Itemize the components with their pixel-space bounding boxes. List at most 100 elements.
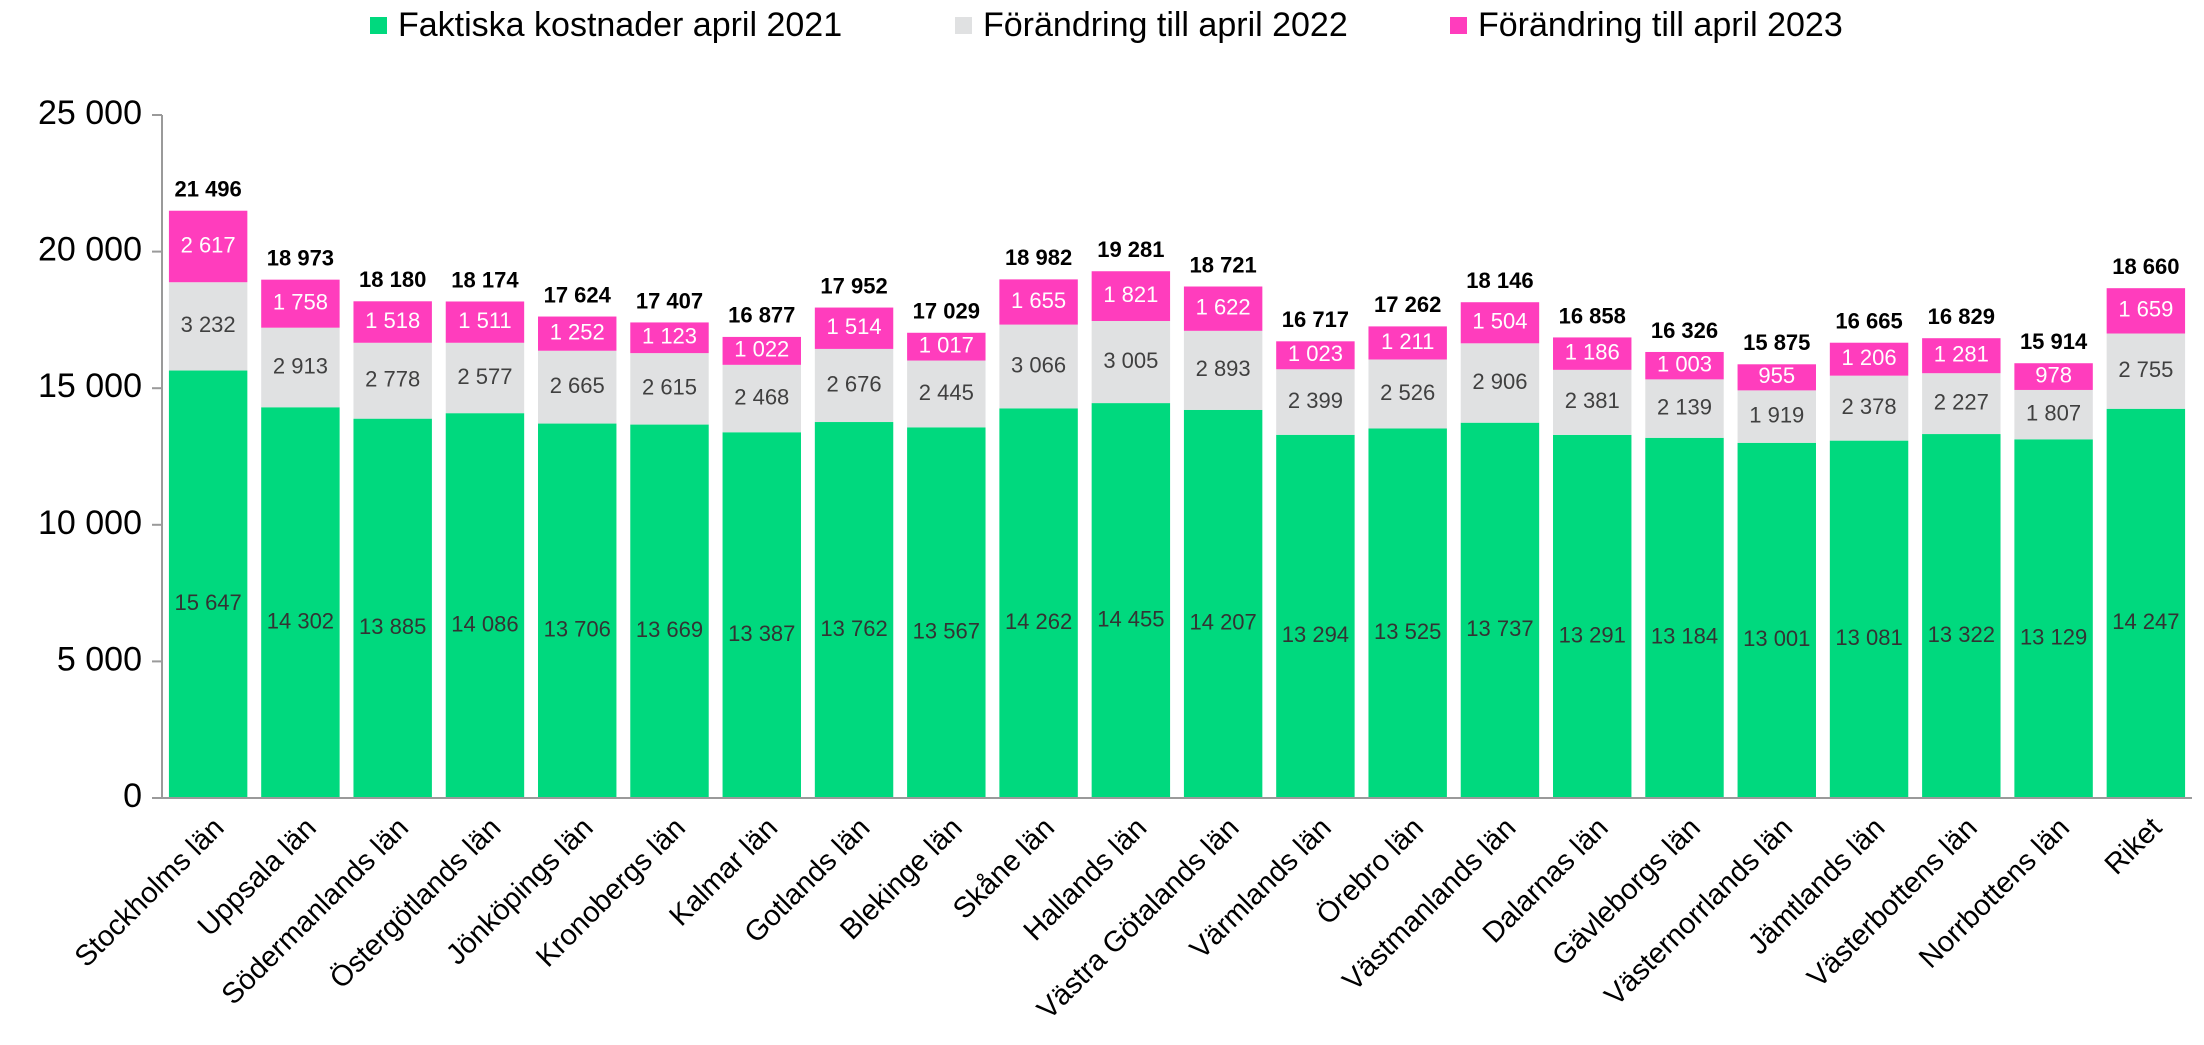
data-label: 14 262 xyxy=(1005,609,1072,634)
total-label: 17 624 xyxy=(544,282,612,307)
data-label: 1 919 xyxy=(1749,402,1804,427)
bar-segment xyxy=(1368,359,1447,429)
data-label: 2 378 xyxy=(1842,394,1897,419)
bar-segment xyxy=(1737,390,1816,443)
y-tick-label: 20 000 xyxy=(38,231,142,269)
data-label: 13 669 xyxy=(636,617,703,642)
data-label: 1 659 xyxy=(2118,297,2173,322)
data-label: 13 081 xyxy=(1835,625,1902,650)
data-label: 1 123 xyxy=(642,324,697,349)
data-label: 14 455 xyxy=(1097,606,1164,631)
data-label: 1 186 xyxy=(1565,339,1620,364)
data-label: 1 514 xyxy=(827,314,882,339)
bar-segment xyxy=(2106,288,2186,334)
legend-label: Faktiska kostnader april 2021 xyxy=(398,6,842,44)
data-label: 1 504 xyxy=(1472,309,1527,334)
bar-segment xyxy=(814,348,894,423)
bar-segment xyxy=(1922,373,2001,435)
legend-swatch xyxy=(955,17,972,34)
data-label: 1 807 xyxy=(2026,400,2081,425)
data-label: 955 xyxy=(1758,363,1795,388)
data-label: 2 139 xyxy=(1657,394,1712,419)
bar-segment xyxy=(538,423,617,798)
total-label: 17 029 xyxy=(913,299,980,324)
bar-segment xyxy=(1645,437,1724,798)
bar-segment xyxy=(814,422,894,798)
bar-segment xyxy=(261,327,340,408)
bar-segment xyxy=(2014,439,2093,798)
total-label: 17 407 xyxy=(636,288,703,313)
bar-segment xyxy=(1460,302,1540,344)
total-label: 15 914 xyxy=(2020,329,2088,354)
bar-segment xyxy=(722,432,801,798)
data-label: 978 xyxy=(2035,362,2072,387)
total-label: 19 281 xyxy=(1097,237,1164,262)
data-label: 2 617 xyxy=(181,232,236,257)
bar-segment xyxy=(2106,408,2186,798)
bar-segment xyxy=(1276,341,1355,370)
total-label: 18 180 xyxy=(359,267,426,292)
bar-segment xyxy=(1737,364,1816,391)
x-tick-label: Östergötlands län xyxy=(324,812,507,995)
bar-segment xyxy=(2014,389,2093,440)
data-label: 1 281 xyxy=(1934,342,1989,367)
legend-swatch xyxy=(370,17,387,34)
data-label: 13 567 xyxy=(913,618,980,643)
bar-segment xyxy=(630,322,709,354)
y-tick-label: 15 000 xyxy=(38,367,142,405)
data-label: 13 737 xyxy=(1466,616,1533,641)
data-label: 1 821 xyxy=(1103,282,1158,307)
total-label: 15 875 xyxy=(1743,330,1810,355)
bar-segment xyxy=(1553,369,1632,435)
data-label: 2 399 xyxy=(1288,388,1343,413)
data-label: 2 615 xyxy=(642,375,697,400)
data-label: 2 665 xyxy=(550,373,605,398)
bar-segment xyxy=(445,301,525,343)
data-label: 1 022 xyxy=(734,337,789,362)
legend-label: Förändring till april 2022 xyxy=(983,6,1348,44)
bar-segment xyxy=(1829,342,1909,376)
data-label: 1 622 xyxy=(1196,294,1251,319)
bar-segment xyxy=(1922,338,2001,374)
bar-segment xyxy=(630,353,709,425)
bar-segment xyxy=(722,336,801,365)
data-label: 13 129 xyxy=(2020,624,2087,649)
total-label: 16 858 xyxy=(1559,303,1626,328)
bar-segment xyxy=(1276,369,1355,435)
total-label: 18 982 xyxy=(1005,245,1072,270)
data-label: 2 227 xyxy=(1934,389,1989,414)
data-label: 13 387 xyxy=(728,621,795,646)
bar-segment xyxy=(1922,434,2001,798)
y-tick-label: 25 000 xyxy=(38,94,142,132)
bar-segment xyxy=(630,424,709,798)
bar-segment xyxy=(722,364,801,433)
data-label: 13 885 xyxy=(359,614,426,639)
total-label: 16 877 xyxy=(728,303,795,328)
bar-segment xyxy=(1183,409,1263,798)
bar-segment xyxy=(1368,326,1447,360)
bar-segment xyxy=(907,332,986,361)
y-tick-label: 10 000 xyxy=(38,504,142,542)
bar-segment xyxy=(1091,320,1171,404)
bar-segment xyxy=(1091,271,1171,321)
total-label: 18 973 xyxy=(267,245,334,270)
bar-segment xyxy=(1183,330,1263,410)
bar-segment xyxy=(261,407,340,798)
data-label: 1 211 xyxy=(1381,329,1434,354)
x-tick-label: Riket xyxy=(2099,812,2168,881)
data-label: 3 005 xyxy=(1103,348,1158,373)
bar-segment xyxy=(261,279,340,328)
bar-segment xyxy=(353,342,432,419)
legend-swatch xyxy=(1450,17,1467,34)
data-label: 3 232 xyxy=(181,312,236,337)
bar-segment xyxy=(353,301,432,343)
bar-segment xyxy=(1460,422,1540,798)
data-label: 14 302 xyxy=(267,608,334,633)
x-tick-label: Stockholms län xyxy=(69,812,231,974)
bar-segment xyxy=(1645,351,1724,380)
total-label: 17 952 xyxy=(820,273,887,298)
total-label: 17 262 xyxy=(1374,292,1441,317)
data-label: 13 291 xyxy=(1559,622,1626,647)
legend-label: Förändring till april 2023 xyxy=(1478,6,1843,44)
